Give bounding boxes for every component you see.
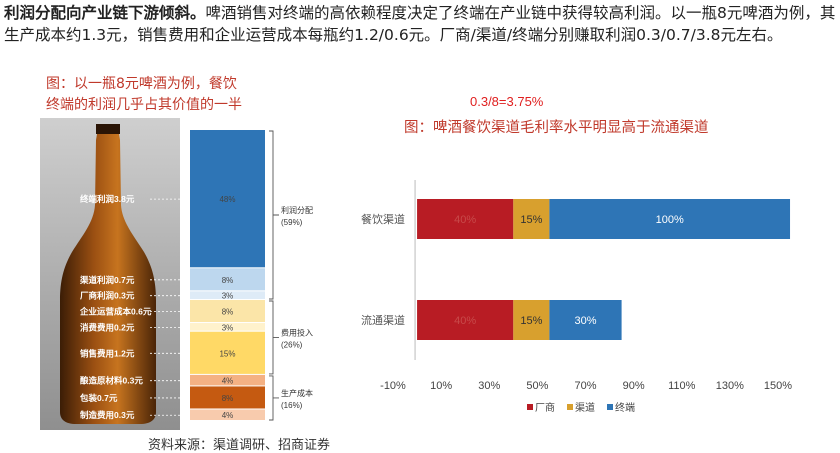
x-tick-label: 70% [574, 380, 596, 392]
category-label: 餐饮渠道 [361, 212, 405, 226]
legend-label: 厂商 [535, 401, 555, 414]
category-label: 流通渠道 [361, 313, 405, 327]
segment-value-label: 8% [222, 394, 234, 403]
legend-swatch [567, 404, 573, 410]
bar-value-label: 40% [454, 214, 476, 226]
group-label: 生产成本 [281, 388, 313, 398]
bottle-leader-arrow [182, 413, 186, 418]
bottle-leader-arrow [182, 293, 186, 298]
segment-value-label: 3% [222, 323, 234, 332]
x-tick-label: 30% [478, 380, 500, 392]
column-segment [190, 291, 265, 299]
left-caption-line2: 终端的利润几乎占其价值的一半 [46, 97, 242, 113]
segment-value-label: 15% [219, 349, 235, 358]
column-segment [190, 331, 265, 374]
group-pct-label: (59%) [281, 218, 303, 227]
column-segment [190, 268, 265, 291]
left-caption-line1: 图：以一瓶8元啤酒为例，餐饮 [46, 76, 237, 92]
column-segment [190, 386, 265, 409]
bottle-cap [96, 124, 120, 134]
bottle-leader-arrow [182, 309, 186, 314]
column-segment [190, 130, 265, 268]
bottle-item-label: 消费费用0.2元 [80, 322, 135, 332]
x-tick-label: 130% [716, 380, 744, 392]
source-note: 资料来源：渠道调研、招商证券 [148, 438, 331, 453]
right-caption: 图：啤酒餐饮渠道毛利率水平明显高于流通渠道 [404, 120, 709, 136]
x-tick-label: 90% [623, 380, 645, 392]
group-label: 利润分配 [281, 205, 313, 215]
segment-value-label: 8% [222, 276, 234, 285]
bottle-leader-arrow [182, 378, 186, 383]
bar-segment [549, 199, 791, 239]
legend-label: 渠道 [575, 401, 595, 414]
group-bracket [269, 130, 279, 300]
bar-segment [417, 199, 514, 239]
bar-value-label: 100% [656, 214, 684, 226]
bar-value-label: 15% [520, 315, 542, 327]
bottle-item-label: 终端利润3.8元 [79, 194, 135, 204]
segment-value-label: 4% [222, 411, 234, 420]
segment-value-label: 8% [222, 308, 234, 317]
segment-value-label: 48% [219, 195, 235, 204]
bottle-leader-arrow [182, 277, 186, 282]
column-segment [190, 323, 265, 331]
paragraph-lead: 利润分配向产业链下游倾斜。 [4, 4, 206, 22]
x-tick-label: 50% [526, 380, 548, 392]
bottle-item-label: 制造费用0.3元 [80, 410, 135, 420]
x-tick-label: 150% [764, 380, 792, 392]
bottle-leader-arrow [182, 351, 186, 356]
bottle-leader-arrow [182, 325, 186, 330]
group-bracket [269, 375, 279, 421]
bar-segment [513, 199, 550, 239]
legend-swatch [527, 404, 533, 410]
bottle-item-label: 企业运营成本0.6元 [79, 307, 152, 317]
legend-label: 终端 [615, 401, 635, 414]
group-pct-label: (16%) [281, 401, 303, 410]
bar-segment [417, 300, 514, 340]
group-bracket [269, 300, 279, 375]
column-segment [190, 299, 265, 323]
x-tick-label: 10% [430, 380, 452, 392]
segment-value-label: 4% [222, 377, 234, 386]
bottle-item-label: 渠道利润0.7元 [80, 275, 135, 285]
bar-segment [549, 300, 622, 340]
bottle-item-label: 厂商利润0.3元 [80, 291, 135, 301]
group-pct-label: (26%) [281, 340, 303, 349]
bar-value-label: 30% [574, 315, 596, 327]
bottle-item-label: 酿造原材料0.3元 [80, 376, 143, 386]
bottle-item-label: 销售费用1.2元 [80, 348, 135, 358]
x-tick-label: -10% [380, 380, 406, 392]
group-label: 费用投入 [281, 327, 313, 337]
paragraph-body: 啤酒销售对终端的高依赖程度决定了终端在产业链中获得较高利润。以一瓶8元啤酒为例，… [4, 4, 836, 44]
bar-value-label: 40% [454, 315, 476, 327]
bar-segment [513, 300, 550, 340]
bar-value-label: 15% [520, 214, 542, 226]
intro-paragraph: 利润分配向产业链下游倾斜。啤酒销售对终端的高依赖程度决定了终端在产业链中获得较高… [4, 2, 836, 46]
ratio-note: 0.3/8=3.75% [470, 94, 544, 109]
bottle-leader-arrow [182, 197, 186, 202]
x-tick-label: 110% [668, 380, 696, 392]
legend-swatch [607, 404, 613, 410]
segment-value-label: 3% [222, 292, 234, 301]
column-segment [190, 409, 265, 420]
bottle-leader-arrow [182, 395, 186, 400]
beer-bottle [60, 128, 156, 424]
bottle-item-label: 包装0.7元 [80, 393, 118, 403]
column-segment [190, 374, 265, 386]
